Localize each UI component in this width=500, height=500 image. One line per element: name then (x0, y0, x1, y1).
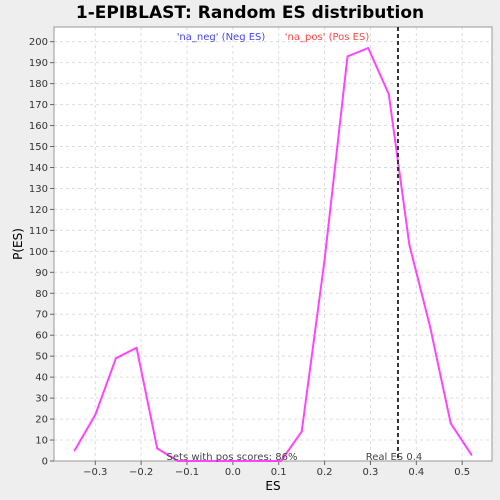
y-tick-label: 10 (35, 436, 48, 447)
es-data-point (135, 346, 138, 349)
es-data-point (238, 460, 241, 462)
y-tick-label: 140 (29, 163, 48, 174)
y-tick-label: 150 (29, 142, 48, 153)
x-tick-label: −0.1 (175, 467, 199, 478)
es-data-point (176, 460, 179, 462)
y-tick-label: 130 (29, 184, 48, 195)
es-data-point (94, 413, 97, 416)
x-tick-label: −0.3 (83, 467, 107, 478)
y-tick-label: 20 (35, 415, 48, 426)
y-tick-label: 50 (35, 352, 48, 363)
es-data-point (323, 258, 326, 261)
es-data-point (449, 422, 452, 425)
es-data-point (218, 460, 221, 462)
y-tick-label: 170 (29, 100, 48, 111)
y-tick-label: 90 (35, 268, 48, 279)
y-tick-label: 100 (29, 247, 48, 258)
x-axis-label: ES (265, 479, 280, 493)
y-tick-label: 180 (29, 79, 48, 90)
es-data-point (300, 430, 303, 433)
pos-scores-annotation: Sets with pos scores: 86% (167, 452, 298, 463)
y-tick-label: 40 (35, 373, 48, 384)
es-distribution-line (73, 47, 473, 462)
es-data-point (346, 55, 349, 58)
x-tick-label: 0.5 (454, 467, 470, 478)
es-data-point (387, 93, 390, 96)
y-tick-label: 200 (29, 37, 48, 48)
real-es-label: Real ES 0.4 (366, 452, 422, 463)
y-tick-label: 30 (35, 394, 48, 405)
es-data-point (470, 453, 473, 456)
y-tick-label: 60 (35, 331, 48, 342)
es-data-point (259, 460, 262, 462)
y-tick-label: 190 (29, 58, 48, 69)
es-data-point (280, 460, 283, 462)
y-tick-label: 110 (29, 226, 48, 237)
es-data-point (156, 447, 159, 450)
y-tick-label: 70 (35, 310, 48, 321)
y-axis-label: P(ES) (11, 228, 25, 260)
x-tick-label: 0.2 (317, 467, 333, 478)
y-tick-label: 120 (29, 205, 48, 216)
chart-title: 1-EPIBLAST: Random ES distribution (76, 3, 424, 23)
x-tick-label: 0.1 (271, 467, 287, 478)
series-layer (73, 46, 473, 462)
es-data-point (367, 46, 370, 49)
es-data-point (408, 244, 411, 247)
y-tick-label: 160 (29, 121, 48, 132)
x-tick-label: 0.3 (363, 467, 379, 478)
es-data-point (429, 325, 432, 328)
y-tick-label: 80 (35, 289, 48, 300)
x-tick-label: 0.4 (408, 467, 424, 478)
axes: −0.3 −0.2 −0.1 0.0 0.1 0.2 0.3 0.4 0.5 0 10 20 30 40 5… (29, 37, 470, 478)
legend-pos-label: 'na_pos' (Pos ES) (285, 32, 370, 43)
x-tick-label: −0.2 (129, 467, 153, 478)
plot-area (54, 27, 492, 461)
legend-neg-label: 'na_neg' (Neg ES) (177, 32, 266, 43)
es-data-point (73, 449, 76, 452)
es-data-point (197, 460, 200, 462)
x-tick-label: 0.0 (225, 467, 241, 478)
es-data-point (114, 357, 117, 360)
y-tick-label: 0 (42, 457, 48, 468)
